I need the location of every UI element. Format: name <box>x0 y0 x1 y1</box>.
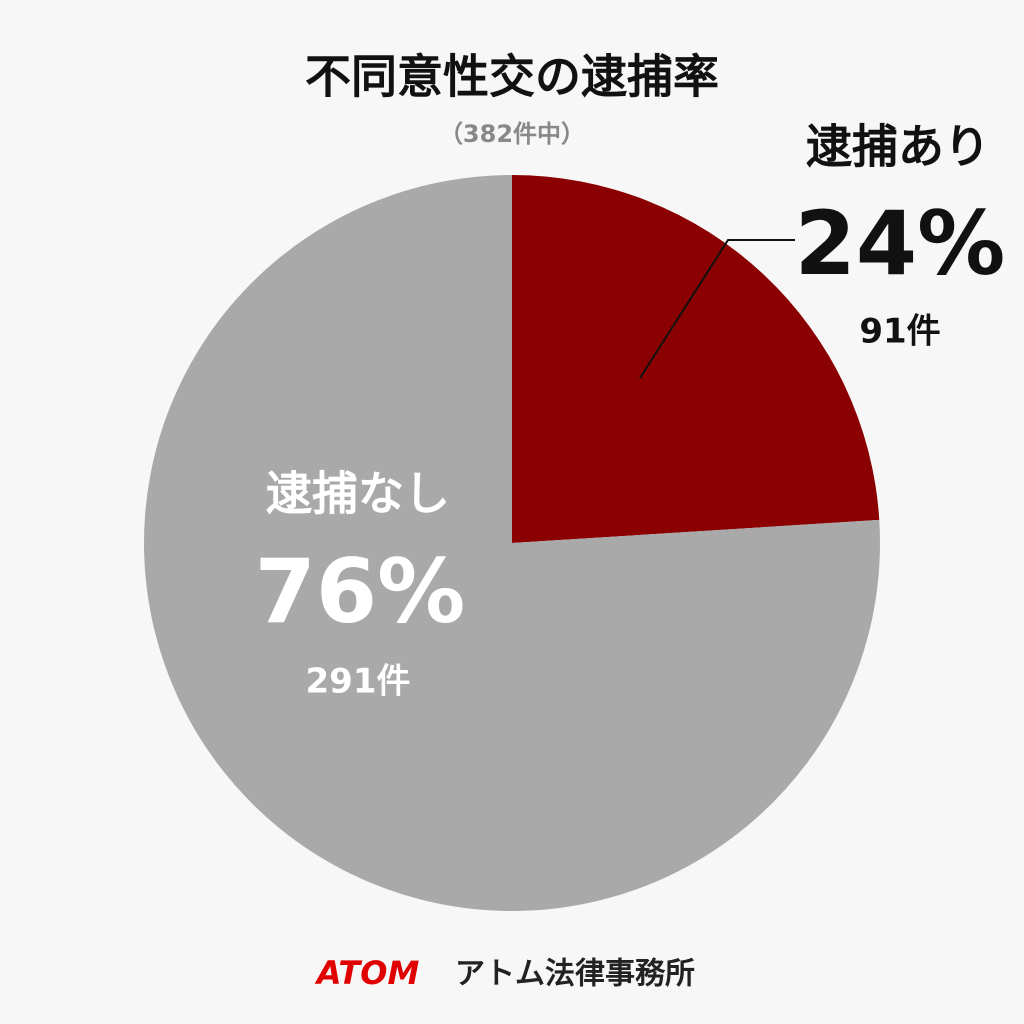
pie <box>144 175 881 912</box>
pie-slice <box>512 175 880 543</box>
count-label: 291件 <box>306 662 411 702</box>
slice-label: 逮捕なし <box>266 467 450 521</box>
value-label: 76% <box>255 540 466 643</box>
leader-line <box>639 239 795 379</box>
slice-label: 逮捕あり <box>806 120 990 174</box>
chart-title: 不同意性交の逮捕率 <box>305 50 719 104</box>
brand-name: アトム法律事務所 <box>455 957 695 992</box>
brand-logo: ATOM <box>314 954 420 992</box>
chart-subtitle: （382件中） <box>439 120 585 148</box>
count-label: 91件 <box>859 312 940 352</box>
value-label: 24% <box>795 192 1006 295</box>
pie-slice <box>144 175 881 912</box>
